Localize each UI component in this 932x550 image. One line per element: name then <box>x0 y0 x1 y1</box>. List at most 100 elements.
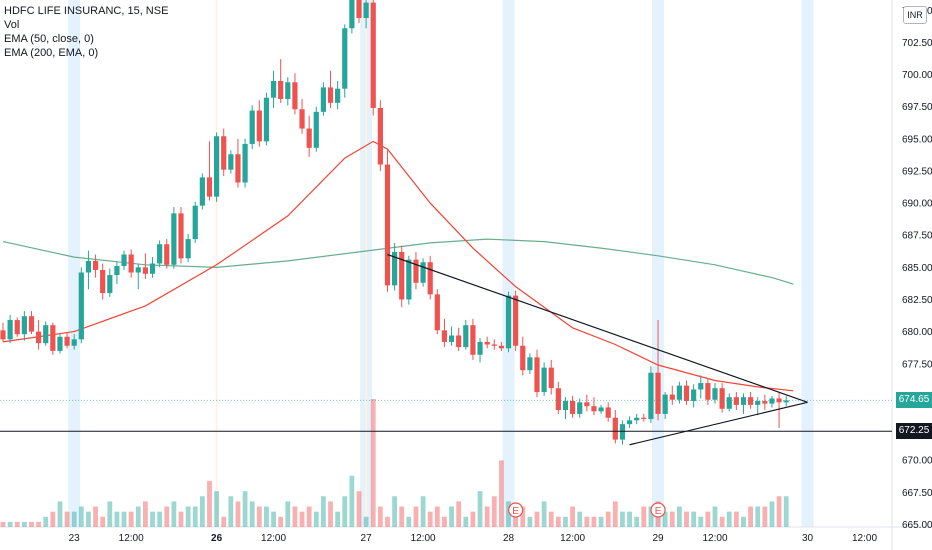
earnings-marker-label: E <box>512 506 519 517</box>
candle-body <box>541 367 547 393</box>
candle-body <box>427 262 433 295</box>
volume-bar <box>620 511 625 527</box>
candle-body <box>577 402 583 414</box>
volume-bar <box>399 506 405 527</box>
ema200-line <box>2 238 794 285</box>
candle-body <box>356 0 362 18</box>
volume-bar <box>506 501 511 527</box>
volume-bar <box>306 506 312 527</box>
volume-bar <box>328 501 333 527</box>
candle-body <box>320 87 326 112</box>
volume-bar <box>783 496 789 527</box>
candle-body <box>413 259 419 283</box>
volume-bar <box>776 496 782 527</box>
candle-body <box>584 402 590 407</box>
volume-bar <box>264 506 269 527</box>
volume-bar <box>470 511 476 527</box>
candle-body <box>256 110 262 142</box>
legend-volume[interactable]: Vol <box>4 19 20 31</box>
volume-bar <box>427 511 433 527</box>
session-band <box>801 0 814 527</box>
volume-bar <box>577 511 583 527</box>
y-tick-label: 670.00 <box>902 456 932 467</box>
candle-body <box>705 383 711 400</box>
legend-ema50[interactable]: EMA (50, close, 0) <box>4 33 94 45</box>
volume-bar <box>684 511 689 527</box>
y-tick-label: 687.50 <box>902 231 932 242</box>
candle-body <box>591 406 597 412</box>
candle-body <box>171 213 177 265</box>
session-band <box>652 0 665 527</box>
y-tick-label: 685.00 <box>902 263 932 274</box>
candle-body <box>456 335 462 348</box>
volume-bar <box>100 516 106 527</box>
volume-bar <box>491 496 497 527</box>
candle-body <box>641 417 647 420</box>
candle-body <box>406 259 412 300</box>
candle-body <box>491 344 497 346</box>
candle-body <box>249 110 255 144</box>
volume-bar <box>43 516 49 527</box>
horizontal-line-price-label: 672.25 <box>896 423 932 440</box>
volume-bar <box>513 511 519 527</box>
candle-body <box>698 383 704 390</box>
volume-bar <box>192 506 198 527</box>
candle-body <box>683 385 690 402</box>
volume-bar <box>235 501 241 527</box>
candle-body <box>619 424 626 440</box>
volume-bar <box>463 516 469 527</box>
y-tick-label: 667.50 <box>902 488 932 499</box>
volume-bar <box>726 511 732 527</box>
y-tick-label: 665.00 <box>902 520 932 531</box>
candle-body <box>342 28 348 89</box>
candle-body <box>740 397 747 405</box>
candle-body <box>505 295 512 349</box>
volume-bar <box>150 511 155 527</box>
candle-body <box>570 401 576 414</box>
volume-bar <box>456 501 462 527</box>
volume-bar <box>171 501 177 527</box>
earnings-marker[interactable] <box>650 502 666 518</box>
candle-body <box>370 2 376 108</box>
candle-body <box>206 177 213 197</box>
volume-bar <box>769 501 775 527</box>
trendline[interactable] <box>387 253 808 403</box>
legend-ema200[interactable]: EMA (200, EMA, 0) <box>4 47 99 59</box>
volume-bar <box>705 511 711 527</box>
volume-bar <box>342 496 348 527</box>
candle-body <box>605 407 611 418</box>
candle-body <box>534 357 540 393</box>
volume-bar <box>741 516 746 527</box>
volume-bar <box>719 516 725 527</box>
volume-bar <box>50 511 56 527</box>
candle-body <box>192 205 198 240</box>
volume-bar <box>363 516 369 527</box>
candle-body <box>214 136 220 197</box>
candle-body <box>185 239 191 259</box>
volume-bar <box>256 506 262 527</box>
volume-bar <box>199 496 205 527</box>
volume-bar <box>249 501 255 527</box>
earnings-marker-label: E <box>655 506 662 517</box>
volume-bar <box>434 506 440 527</box>
trendline[interactable] <box>629 401 808 446</box>
volume-bar <box>93 506 98 527</box>
x-tick-label: 28 <box>503 533 515 544</box>
volume-bar <box>634 516 640 527</box>
candle-body <box>50 325 56 351</box>
volume-bar <box>755 506 761 527</box>
volume-bar <box>228 496 234 527</box>
volume-bar <box>128 511 134 527</box>
last-price-label: 674.65 <box>896 392 932 409</box>
volume-bar <box>278 516 284 527</box>
legend-symbol[interactable]: HDFC LIFE INSURANC, 15, NSE <box>4 5 169 17</box>
candle-body <box>78 272 84 340</box>
volume-bar <box>385 516 390 527</box>
volume-bar <box>214 491 219 527</box>
earnings-marker[interactable] <box>508 502 524 518</box>
currency-badge[interactable]: INR <box>903 6 927 24</box>
candle-body <box>178 213 184 259</box>
candle-body <box>748 397 754 405</box>
candle-body <box>377 107 383 165</box>
